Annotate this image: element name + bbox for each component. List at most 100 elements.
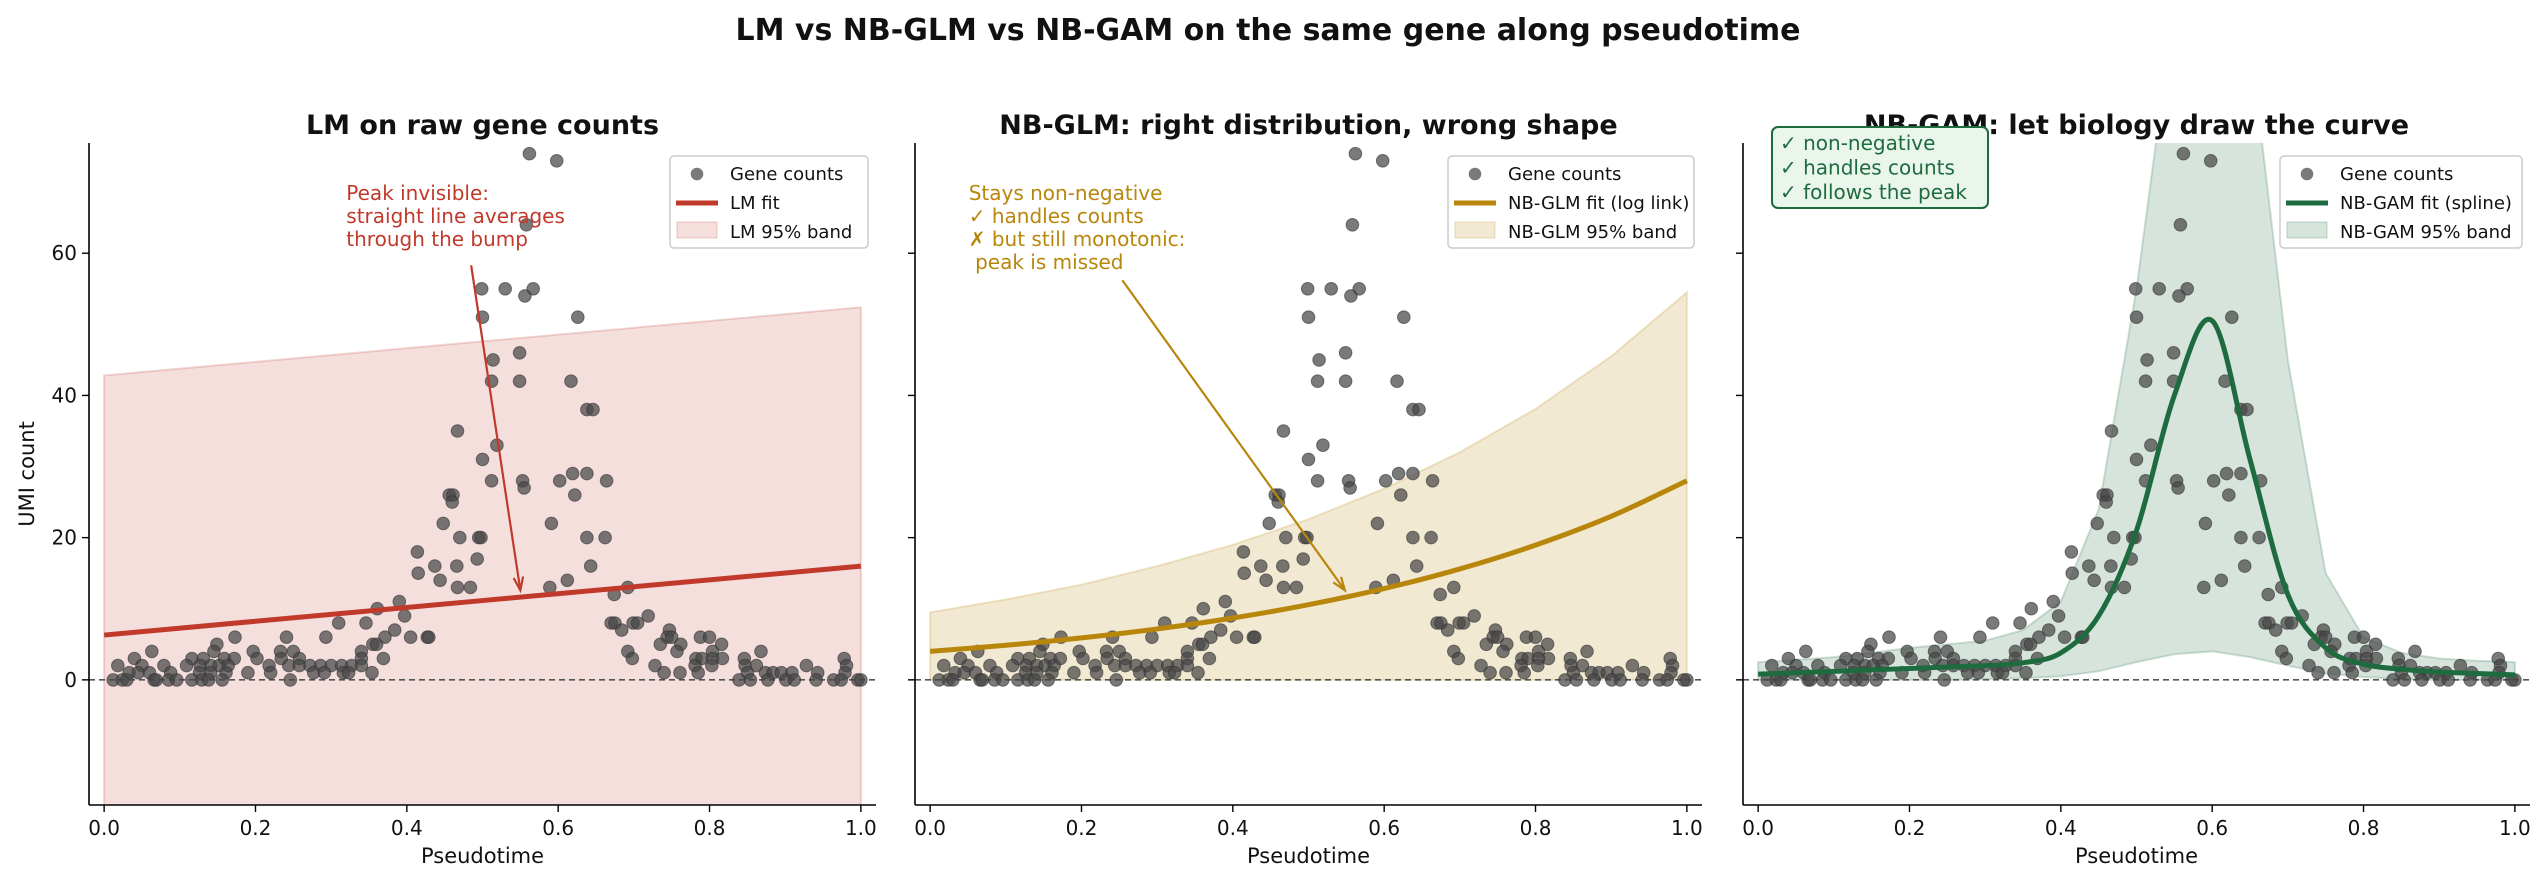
data-point <box>1587 673 1601 687</box>
data-point <box>207 644 221 659</box>
x-tick-label: 1.0 <box>1671 816 1703 840</box>
data-point <box>1276 424 1291 438</box>
data-point <box>403 630 418 645</box>
data-point <box>583 559 598 573</box>
data-point <box>1027 673 1042 687</box>
data-point <box>512 374 527 389</box>
data-point <box>498 282 513 296</box>
data-point <box>1424 530 1438 545</box>
data-point <box>1289 580 1304 595</box>
x-tick-label: 0.4 <box>391 816 423 840</box>
data-point <box>2172 289 2186 303</box>
data-point <box>517 481 531 495</box>
panel-title: LM on raw gene counts <box>306 110 659 141</box>
data-point <box>2065 566 2079 581</box>
data-point <box>1540 637 1555 652</box>
legend-entry: NB-GLM fit (log link) <box>1508 193 1689 214</box>
data-point <box>996 673 1010 687</box>
data-point <box>512 346 527 360</box>
data-point <box>376 651 391 666</box>
legend-entry: NB-GLM 95% band <box>1508 222 1677 243</box>
data-point <box>1479 637 1494 652</box>
annotation-arrow <box>470 265 522 591</box>
x-tick-label: 0.8 <box>694 816 726 840</box>
data-point <box>2090 516 2104 531</box>
data-point <box>433 573 447 588</box>
data-point <box>1995 665 2010 680</box>
data-point <box>598 530 612 545</box>
annotation-line: Stays non-negative <box>969 181 1163 205</box>
data-point <box>2013 616 2027 630</box>
data-point <box>2064 545 2079 559</box>
data-point <box>937 658 951 673</box>
data-point <box>1067 665 1081 680</box>
legend-entry: Gene counts <box>730 164 843 185</box>
data-point <box>1348 146 1363 161</box>
data-point <box>1344 289 1358 303</box>
data-point <box>799 658 814 673</box>
data-point <box>732 673 746 687</box>
annotation-text: Peak invisible: straight line averages thr… <box>346 181 565 251</box>
data-point <box>2087 573 2101 588</box>
data-point <box>714 637 729 652</box>
panel-2: 0.0 0.2 0.4 0.6 0.8 1.0 Pseudotime NB-GLM: righ… <box>908 110 1703 868</box>
data-point <box>670 644 684 659</box>
confidence-band <box>929 290 1688 681</box>
data-point <box>1345 218 1360 232</box>
data-point <box>749 658 764 673</box>
data-point <box>474 282 489 296</box>
legend-entry: LM 95% band <box>730 222 852 243</box>
data-point <box>1076 651 1090 666</box>
data-point <box>387 623 402 637</box>
data-point <box>2107 530 2121 545</box>
data-point <box>2166 346 2181 360</box>
data-point <box>484 474 499 488</box>
data-point <box>475 452 490 467</box>
data-point <box>1882 630 1896 645</box>
data-point <box>518 289 532 303</box>
x-tick-label: 0.2 <box>240 816 272 840</box>
data-point <box>1799 644 1813 659</box>
data-point <box>1089 665 1104 680</box>
data-point <box>544 516 559 531</box>
data-point <box>1517 665 1531 680</box>
data-point <box>2019 665 2033 680</box>
y-tick-label: 0 <box>64 668 77 692</box>
plot-area <box>1743 143 2530 687</box>
data-point <box>2356 630 2371 645</box>
data-point <box>586 402 600 417</box>
data-point <box>2279 651 2294 666</box>
data-point <box>111 658 125 673</box>
data-point <box>522 146 537 161</box>
data-point <box>2057 630 2072 645</box>
data-point <box>630 616 645 630</box>
data-point <box>2261 587 2275 602</box>
data-point <box>1310 374 1325 389</box>
data-point <box>946 673 960 687</box>
data-point <box>1855 673 1870 687</box>
data-point <box>975 673 990 687</box>
data-point <box>250 651 264 666</box>
data-point <box>1660 673 1674 687</box>
data-point <box>1180 658 1195 673</box>
data-point <box>1143 665 1158 680</box>
data-point <box>263 665 278 680</box>
data-point <box>474 530 488 545</box>
legend-entry: LM fit <box>730 193 780 214</box>
data-point <box>1196 601 1211 616</box>
legend: Gene counts NB-GAM fit (spline) NB-GAM 95%… <box>2279 155 2523 249</box>
annotation-arrow <box>1121 279 1346 591</box>
plot-area <box>915 146 1702 687</box>
data-point <box>450 580 465 595</box>
data-point <box>2129 452 2144 467</box>
data-point <box>1861 644 1875 659</box>
data-point <box>614 623 629 637</box>
data-point <box>2173 218 2188 232</box>
data-point <box>1456 616 1471 630</box>
data-point <box>2415 673 2429 687</box>
annotation-line: ✓ handles counts <box>1780 156 1955 180</box>
x-tick-label: 0.8 <box>1520 816 1552 840</box>
legend: Gene counts LM fit LM 95% band <box>669 155 869 249</box>
